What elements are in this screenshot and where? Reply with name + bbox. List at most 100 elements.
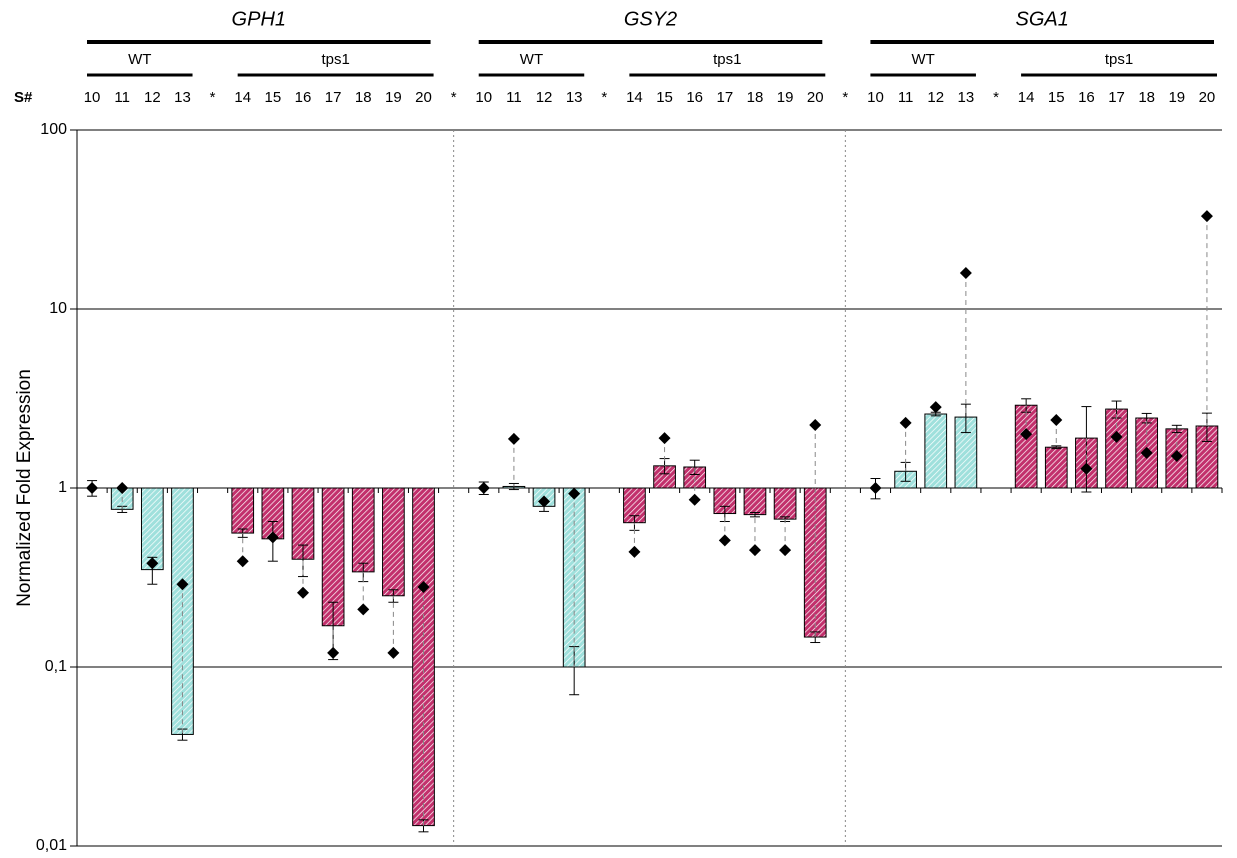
x-tick-label: 11 [114, 89, 130, 106]
bar [231, 487, 255, 534]
marker [1050, 413, 1063, 426]
x-tick-label: 11 [506, 89, 522, 106]
y-tick-label: 10 [49, 300, 67, 317]
marker [688, 493, 701, 506]
marker [869, 482, 882, 494]
marker [357, 603, 370, 616]
marker [809, 418, 822, 431]
marker [538, 495, 551, 508]
bar [382, 487, 405, 597]
panel-title: SGA1 [1016, 8, 1069, 30]
marker [568, 487, 581, 500]
marker [176, 578, 189, 591]
marker [116, 482, 129, 494]
x-tick-label: 14 [626, 89, 643, 106]
bar [1014, 404, 1038, 489]
marker [718, 534, 731, 547]
marker [1170, 449, 1183, 462]
marker [929, 401, 942, 414]
y-axis-label: Normalized Fold Expression [14, 369, 35, 607]
x-tick-label: 10 [84, 89, 101, 106]
marker [387, 646, 400, 659]
marker [779, 544, 792, 557]
y-tick-label: 0,01 [36, 837, 67, 854]
marker [146, 557, 159, 570]
x-tick-label: 11 [898, 89, 914, 106]
group-label: WT [912, 51, 935, 68]
x-tick-label: * [601, 89, 607, 106]
y-tick-label: 1 [58, 479, 67, 496]
x-tick-label: 14 [1018, 89, 1035, 106]
x-tick-label: * [210, 89, 216, 106]
panel-title: GSY2 [624, 8, 677, 30]
marker [266, 531, 279, 544]
x-tick-label: 19 [777, 89, 794, 106]
marker [296, 586, 309, 599]
bar [773, 487, 797, 520]
marker [748, 544, 761, 557]
x-tick-label: * [842, 89, 848, 106]
x-tick-label: 17 [1108, 89, 1125, 106]
x-tick-label: 18 [1138, 89, 1155, 106]
bar [171, 487, 194, 735]
marker [86, 482, 99, 494]
marker [1200, 210, 1213, 223]
marker [477, 482, 490, 494]
x-tick-label: 15 [265, 89, 282, 106]
bar [412, 487, 435, 827]
x-tick-label: 13 [174, 89, 191, 106]
x-tick-label: 20 [1199, 89, 1216, 106]
x-tick-label: 12 [536, 89, 553, 106]
bar [1105, 408, 1128, 489]
x-tick-label: 18 [747, 89, 764, 106]
marker [959, 266, 972, 279]
marker [1020, 428, 1033, 441]
group-label: WT [128, 51, 151, 68]
bar [924, 413, 948, 489]
x-tick-label: 15 [1048, 89, 1065, 106]
marker [236, 555, 249, 568]
group-label: tps1 [713, 51, 741, 68]
x-tick-label: 14 [234, 89, 251, 106]
x-tick-label: * [993, 89, 999, 106]
x-tick-label: 16 [295, 89, 312, 106]
x-tick-label: 15 [656, 89, 673, 106]
group-label: tps1 [321, 51, 349, 68]
marker [1140, 446, 1153, 459]
x-tick-label: 18 [355, 89, 372, 106]
marker [507, 432, 520, 445]
x-tick-label: 10 [475, 89, 492, 106]
x-tick-label: 12 [144, 89, 161, 106]
bar [743, 487, 767, 516]
bar [351, 487, 375, 573]
group-label: WT [520, 51, 543, 68]
marker [1110, 430, 1123, 443]
x-tick-label: 13 [566, 89, 583, 106]
x-tick-label: 12 [927, 89, 944, 106]
x-tick-label: 13 [958, 89, 975, 106]
x-axis-label: S# [14, 89, 33, 106]
x-tick-label: 19 [1168, 89, 1185, 106]
x-tick-label: 20 [807, 89, 824, 106]
x-tick-label: 17 [716, 89, 733, 106]
marker [1080, 462, 1093, 475]
marker [899, 416, 912, 429]
y-tick-label: 0,1 [45, 658, 67, 675]
x-tick-label: 16 [1078, 89, 1095, 106]
marker [327, 646, 340, 659]
marker [628, 545, 641, 558]
x-tick-label: 19 [385, 89, 402, 106]
x-tick-label: * [451, 89, 457, 106]
bar [1044, 446, 1068, 489]
y-tick-label: 100 [40, 121, 67, 138]
x-tick-label: 17 [325, 89, 342, 106]
marker [658, 432, 671, 445]
panel-title: GPH1 [232, 8, 286, 30]
x-tick-label: 20 [415, 89, 432, 106]
marker [417, 580, 430, 593]
x-tick-label: 16 [686, 89, 703, 106]
group-label: tps1 [1105, 51, 1133, 68]
x-tick-label: 10 [867, 89, 884, 106]
